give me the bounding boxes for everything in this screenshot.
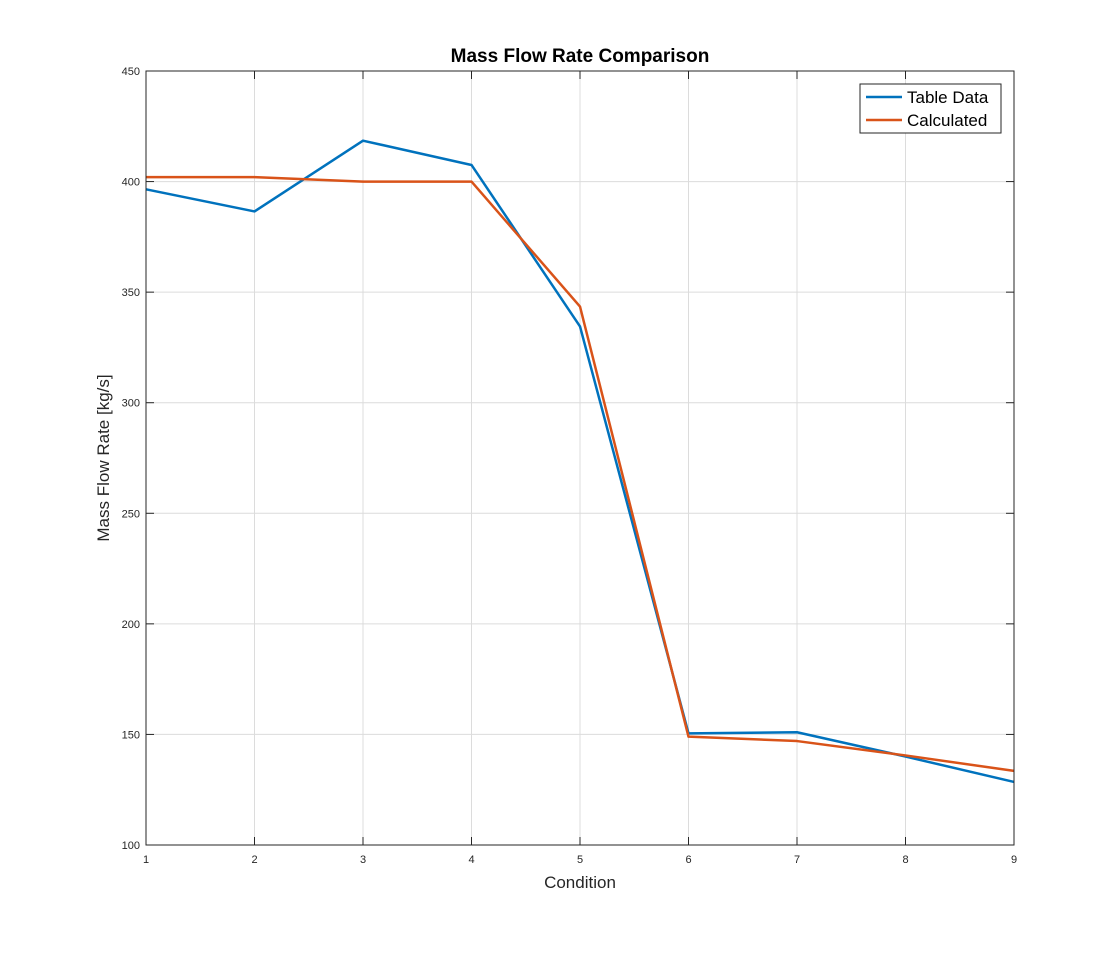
x-axis-label: Condition <box>544 873 616 892</box>
x-tick-label: 5 <box>577 854 583 866</box>
series-line-calculated <box>146 175 1015 773</box>
x-tick-label: 7 <box>794 854 800 866</box>
x-tick-label: 6 <box>685 854 691 866</box>
series-line-table-data <box>145 139 1015 784</box>
legend: Table Data Calculated <box>859 83 1002 134</box>
x-tick-label: 8 <box>902 854 908 866</box>
y-tick-label: 300 <box>122 398 140 410</box>
legend-box <box>859 83 1002 134</box>
legend-label-calculated: Calculated <box>907 111 987 130</box>
ticks: 1 2 3 4 5 6 7 8 9 100 150 200 250 300 350 400 450 <box>122 66 1017 866</box>
x-tick-label: 3 <box>360 854 366 866</box>
y-tick-label: 100 <box>122 840 140 852</box>
legend-label-table-data: Table Data <box>907 88 989 107</box>
x-tick-label: 4 <box>468 854 474 866</box>
y-tick-label: 350 <box>122 287 140 299</box>
y-tick-label: 400 <box>122 177 140 189</box>
chart-title: Mass Flow Rate Comparison <box>451 46 710 67</box>
y-tick-label: 450 <box>122 66 140 78</box>
x-tick-label: 2 <box>251 854 257 866</box>
y-tick-label: 150 <box>122 729 140 741</box>
y-tick-label: 200 <box>122 619 140 631</box>
series-layer <box>145 139 1015 784</box>
y-tick-label: 250 <box>122 508 140 520</box>
x-tick-label: 9 <box>1011 854 1017 866</box>
x-tick-label: 1 <box>143 854 149 866</box>
y-axis-label: Mass Flow Rate [kg/s] <box>94 374 113 541</box>
